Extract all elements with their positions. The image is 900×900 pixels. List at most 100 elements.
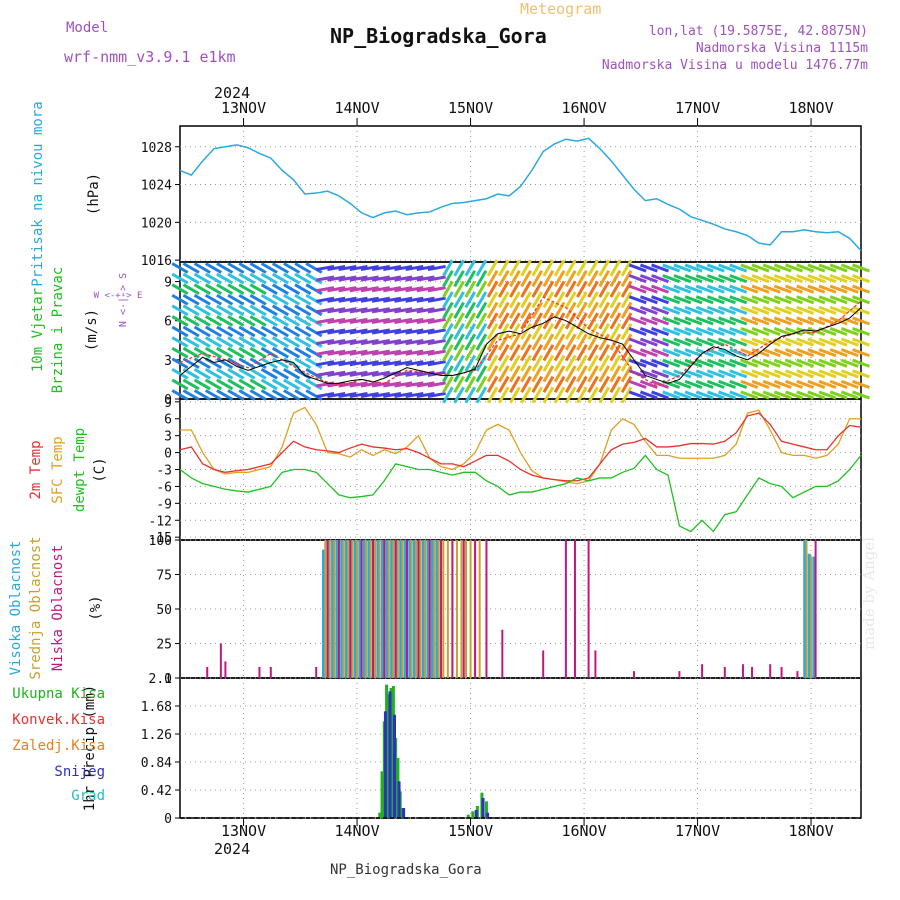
wind-arrow [542, 270, 555, 288]
low-cloud-bar [594, 650, 597, 678]
wind-arrow [840, 295, 859, 305]
wind-arrow [852, 390, 870, 400]
wind-arrow [316, 275, 335, 282]
wind-arrow [729, 295, 748, 305]
wind-arrow [762, 390, 781, 400]
wind-arrow [729, 274, 748, 284]
wind-arrow [260, 325, 278, 338]
wind-arrow [695, 305, 714, 315]
y-tick-label: 6 [164, 413, 172, 428]
y-tick-label: 2.1 [149, 672, 172, 687]
wind-arrow [807, 379, 826, 389]
wind-arrow [271, 315, 290, 327]
wind-arrow [609, 270, 622, 288]
wind-arrow [227, 389, 245, 401]
wind-arrow [576, 312, 588, 330]
wind-arrow [327, 349, 346, 356]
wind-arrow [171, 293, 189, 306]
y-tick-label: 0.42 [141, 784, 172, 799]
wind-arrow [576, 291, 588, 309]
wind-arrow [762, 379, 781, 389]
wind-arrow [740, 305, 759, 315]
wind-arrow [227, 315, 245, 327]
wind-arrow [718, 274, 737, 284]
wind-arrow [673, 379, 692, 389]
wind-arrow [718, 316, 737, 326]
wind-arrow [531, 365, 544, 383]
y-tick-label: 1016 [141, 254, 172, 269]
low-cloud-bar [428, 540, 431, 678]
wind-arrow [193, 378, 211, 391]
wind-arrow [475, 280, 488, 298]
wind-arrow [475, 386, 488, 404]
wind-arrow [382, 275, 402, 282]
wind-arrow [751, 263, 770, 273]
wind-arrow [305, 325, 323, 338]
wind-arrow [553, 291, 566, 309]
wind-arrow [785, 348, 803, 358]
wind-arrow [651, 348, 670, 358]
wind-arrow [260, 346, 278, 359]
wind-arrow [684, 316, 703, 326]
wind-arrow [204, 325, 223, 338]
wind-arrow [486, 354, 499, 372]
wind-arrow [609, 259, 622, 277]
wind-arrow [553, 386, 566, 404]
wind-arrow [442, 301, 454, 319]
wind-arrow [852, 316, 870, 326]
wind-arrow [405, 286, 424, 293]
wind-arrow [564, 312, 577, 330]
wind-arrow [576, 344, 588, 362]
y-tick-label: 1.68 [141, 700, 172, 715]
wind-arrow [587, 344, 599, 362]
wind-arrow [520, 270, 532, 288]
wind-arrow [283, 378, 301, 391]
wind-arrow [829, 369, 848, 379]
high-cloud-bar [340, 540, 344, 678]
wind-arrow [520, 312, 532, 330]
wind-arrow [706, 327, 725, 336]
wind-arrow [416, 381, 435, 388]
wind-arrow [283, 315, 301, 327]
wind-arrow [620, 301, 633, 319]
wind-arrow [531, 280, 544, 298]
wind-arrow [762, 295, 781, 305]
bottom-day-label: 17NOV [675, 822, 720, 840]
wind-arrow [807, 274, 826, 284]
wind-arrow [628, 348, 647, 358]
low-cloud-bar [701, 664, 704, 678]
high-cloud-label: Visoka Oblacnost [8, 541, 24, 676]
wind-arrow [294, 315, 312, 327]
low-cloud-bar [440, 540, 443, 678]
wind-arrow [706, 337, 725, 347]
wind-arrow [785, 316, 803, 326]
wind-arrow [486, 386, 499, 404]
wind-arrow [283, 325, 301, 338]
wind-arrow [662, 348, 681, 358]
wind-arrow [840, 263, 859, 273]
wind-arrow [464, 375, 477, 393]
wind-arrow [773, 295, 792, 305]
wind-arrow [238, 346, 256, 359]
low-cloud-bar [564, 540, 567, 678]
wind-arrow [651, 316, 670, 326]
low-cloud-bar [751, 666, 754, 678]
mid-cloud-bar [455, 540, 458, 678]
wind-arrow [442, 312, 454, 330]
wind-arrow [651, 369, 670, 379]
wind-arrow [497, 386, 510, 404]
wind-arrow [695, 284, 714, 294]
wind-arrow [427, 275, 446, 282]
wind-arrow [639, 379, 658, 389]
wind-arrow [639, 348, 658, 358]
wind-arrow [238, 315, 256, 327]
high-cloud-bar [385, 540, 389, 678]
wind-arrow [785, 379, 803, 389]
wind-arrow [405, 328, 424, 335]
wind-arrow [509, 322, 521, 341]
wind-arrow [193, 389, 211, 401]
low-cloud-bar [678, 671, 681, 678]
precip-legend-frozen: Zaledj.Kisa [12, 738, 105, 754]
wind-arrow [193, 368, 211, 380]
wind-arrow [486, 270, 499, 288]
